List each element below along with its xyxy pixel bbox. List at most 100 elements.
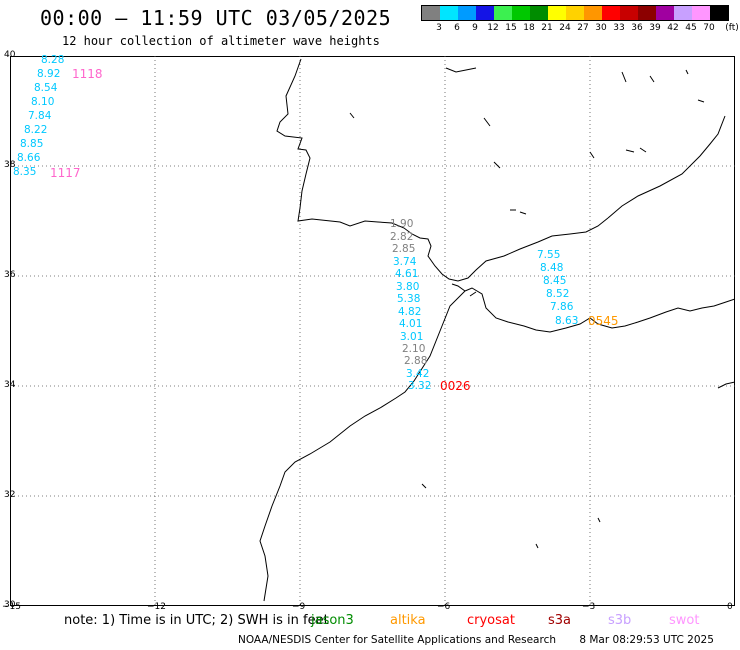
coastline-spain-east <box>607 115 726 219</box>
satellite-name: swot <box>669 613 700 628</box>
legend-swatch <box>512 6 530 20</box>
legend-label: 70 <box>703 23 715 33</box>
map-subtitle: 12 hour collection of altimeter wave hei… <box>62 34 380 48</box>
wave-height-label-west: 7.84 <box>28 110 52 122</box>
satellite-name: jason3 <box>311 613 354 628</box>
lat-tick-label: 36 <box>4 270 16 280</box>
wave-height-label-gibraltar: 5.38 <box>397 293 421 305</box>
lon-tick-label: −6 <box>437 602 451 612</box>
lon-tick-label: −9 <box>292 602 306 612</box>
legend-label: 9 <box>472 23 478 33</box>
graticule <box>10 56 735 606</box>
legend-label: 12 <box>487 23 499 33</box>
coastline-islands <box>349 67 735 549</box>
legend-swatch <box>530 6 548 20</box>
coastline-north-africa <box>464 287 735 333</box>
wave-height-label-gibraltar: 2.10 <box>402 343 426 355</box>
legend-swatch <box>692 6 710 20</box>
footer-note: note: 1) Time is in UTC; 2) SWH is in fe… <box>64 613 329 628</box>
legend-swatch <box>710 6 728 20</box>
legend-swatch <box>584 6 602 20</box>
legend-color-bar <box>421 5 729 21</box>
wave-height-map <box>10 56 735 606</box>
color-legend: 3 6 9 12 15 18 21 24 27 30 33 36 39 42 45 70 (ft) <box>421 5 739 35</box>
coastline <box>259 58 735 602</box>
lat-tick-label: 32 <box>4 490 16 500</box>
wave-height-label-west: 8.92 <box>37 68 61 80</box>
wave-height-label-gibraltar: 2.85 <box>392 243 416 255</box>
wave-height-label-gibraltar: 4.61 <box>395 268 419 280</box>
wave-height-label-west: 8.22 <box>24 124 48 136</box>
lon-tick-label: −15 <box>2 602 21 612</box>
legend-swatch <box>422 6 440 20</box>
satellite-name: s3a <box>548 613 572 628</box>
wave-height-label-gibraltar: 2.88 <box>404 355 428 367</box>
legend-label: 18 <box>523 23 535 33</box>
wave-height-label-gibraltar: 1.90 <box>390 218 414 230</box>
pass-time-label: 1117 <box>50 166 81 180</box>
lat-tick-label: 38 <box>4 160 16 170</box>
lon-tick-label: 0 <box>727 602 733 612</box>
legend-label: 39 <box>649 23 661 33</box>
legend-label: 24 <box>559 23 571 33</box>
satellite-name: cryosat <box>467 613 515 628</box>
wave-height-label-west: 8.54 <box>34 82 58 94</box>
wave-height-label-alboran: 8.48 <box>540 262 564 274</box>
legend-label: 33 <box>613 23 625 33</box>
wave-height-label-gibraltar: 3.80 <box>396 281 420 293</box>
wave-height-label-gibraltar: 4.01 <box>399 318 423 330</box>
wave-height-label-gibraltar: 3.01 <box>400 331 424 343</box>
legend-label: 6 <box>454 23 460 33</box>
legend-label: 45 <box>685 23 697 33</box>
legend-label: 36 <box>631 23 643 33</box>
legend-label: 3 <box>436 23 442 33</box>
coastline-gibraltar <box>451 283 477 297</box>
credit-timestamp: 8 Mar 08:29:53 UTC 2025 <box>579 634 714 646</box>
legend-swatch <box>548 6 566 20</box>
legend-label: 15 <box>505 23 517 33</box>
legend-swatch <box>476 6 494 20</box>
map-title: 00:00 – 11:59 UTC 03/05/2025 <box>40 6 392 30</box>
lat-tick-label: 40 <box>4 50 16 60</box>
wave-height-label-alboran: 7.86 <box>550 301 574 313</box>
wave-height-label-west: 8.28 <box>41 54 65 66</box>
legend-swatch <box>638 6 656 20</box>
wave-height-label-west: 8.35 <box>13 166 37 178</box>
legend-label: 21 <box>541 23 553 33</box>
pass-time-label: 0026 <box>440 379 471 393</box>
satellite-name: altika <box>390 613 426 628</box>
wave-height-label-west: 8.10 <box>31 96 55 108</box>
footer-credit: NOAA/NESDIS Center for Satellite Applica… <box>238 634 714 646</box>
legend-swatch <box>602 6 620 20</box>
legend-swatch <box>494 6 512 20</box>
wave-height-label-alboran: 7.55 <box>537 249 561 261</box>
wave-height-label-alboran: 8.52 <box>546 288 570 300</box>
lon-tick-label: −3 <box>582 602 596 612</box>
legend-swatch <box>656 6 674 20</box>
pass-time-label: 0545 <box>588 314 619 328</box>
wave-height-label-west: 8.66 <box>17 152 41 164</box>
wave-height-label-gibraltar: 3.42 <box>406 368 430 380</box>
legend-labels: 3 6 9 12 15 18 21 24 27 30 33 36 39 42 45 70 (ft) <box>421 21 739 35</box>
wave-height-label-gibraltar: 3.74 <box>393 256 417 268</box>
satellite-name: s3b <box>608 613 632 628</box>
wave-height-label-alboran: 8.63 <box>555 315 579 327</box>
map-frame <box>10 56 735 606</box>
legend-label: 27 <box>577 23 589 33</box>
coastline-iberia-west <box>276 58 609 282</box>
legend-swatch <box>440 6 458 20</box>
legend-unit: (ft) <box>725 23 739 33</box>
legend-label: 42 <box>667 23 679 33</box>
lat-tick-label: 30 <box>4 600 16 610</box>
legend-swatch <box>566 6 584 20</box>
legend-label: 30 <box>595 23 607 33</box>
legend-swatch <box>674 6 692 20</box>
wave-height-label-west: 8.85 <box>20 138 44 150</box>
legend-swatch <box>458 6 476 20</box>
wave-height-label-gibraltar: 4.82 <box>398 306 422 318</box>
coastline-morocco <box>259 290 466 602</box>
credit-text: NOAA/NESDIS Center for Satellite Applica… <box>238 634 556 646</box>
wave-height-label-gibraltar: 2.82 <box>390 231 414 243</box>
wave-height-label-gibraltar: 3.32 <box>408 380 432 392</box>
pass-time-label: 1118 <box>72 67 103 81</box>
